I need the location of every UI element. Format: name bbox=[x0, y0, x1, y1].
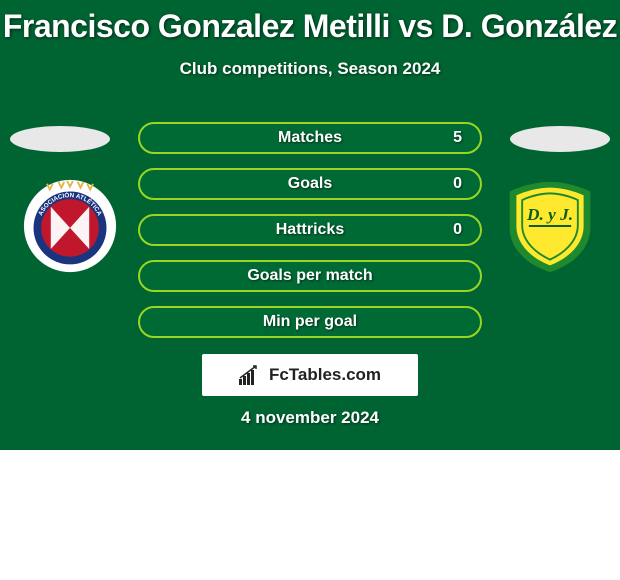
brand-box[interactable]: FcTables.com bbox=[202, 354, 418, 396]
svg-text:D. y J.: D. y J. bbox=[526, 205, 573, 224]
stat-value: 0 bbox=[453, 175, 462, 193]
placeholder-oval-left bbox=[10, 126, 110, 152]
stat-value: 5 bbox=[453, 129, 462, 147]
page-title: Francisco Gonzalez Metilli vs D. Gonzále… bbox=[0, 0, 620, 45]
subtitle: Club competitions, Season 2024 bbox=[0, 59, 620, 79]
stat-row-matches: Matches 5 bbox=[138, 122, 482, 154]
brand-text: FcTables.com bbox=[269, 365, 381, 385]
stat-label: Goals bbox=[288, 175, 332, 193]
stat-row-min-per-goal: Min per goal bbox=[138, 306, 482, 338]
stat-row-goals-per-match: Goals per match bbox=[138, 260, 482, 292]
stats-container: Matches 5 Goals 0 Hattricks 0 Goals per … bbox=[138, 122, 482, 352]
stat-label: Goals per match bbox=[247, 267, 372, 285]
stat-label: Matches bbox=[278, 129, 342, 147]
right-club-crest: D. y J. bbox=[502, 178, 598, 274]
bottom-panel bbox=[0, 450, 620, 580]
stat-value: 0 bbox=[453, 221, 462, 239]
placeholder-oval-right bbox=[510, 126, 610, 152]
left-club-crest: ASOCIACIÓN ATLÉTICA bbox=[22, 178, 118, 274]
stat-row-hattricks: Hattricks 0 bbox=[138, 214, 482, 246]
stat-label: Hattricks bbox=[276, 221, 344, 239]
stat-row-goals: Goals 0 bbox=[138, 168, 482, 200]
date-text: 4 november 2024 bbox=[0, 408, 620, 428]
stat-label: Min per goal bbox=[263, 313, 357, 331]
bar-chart-icon bbox=[239, 365, 263, 385]
